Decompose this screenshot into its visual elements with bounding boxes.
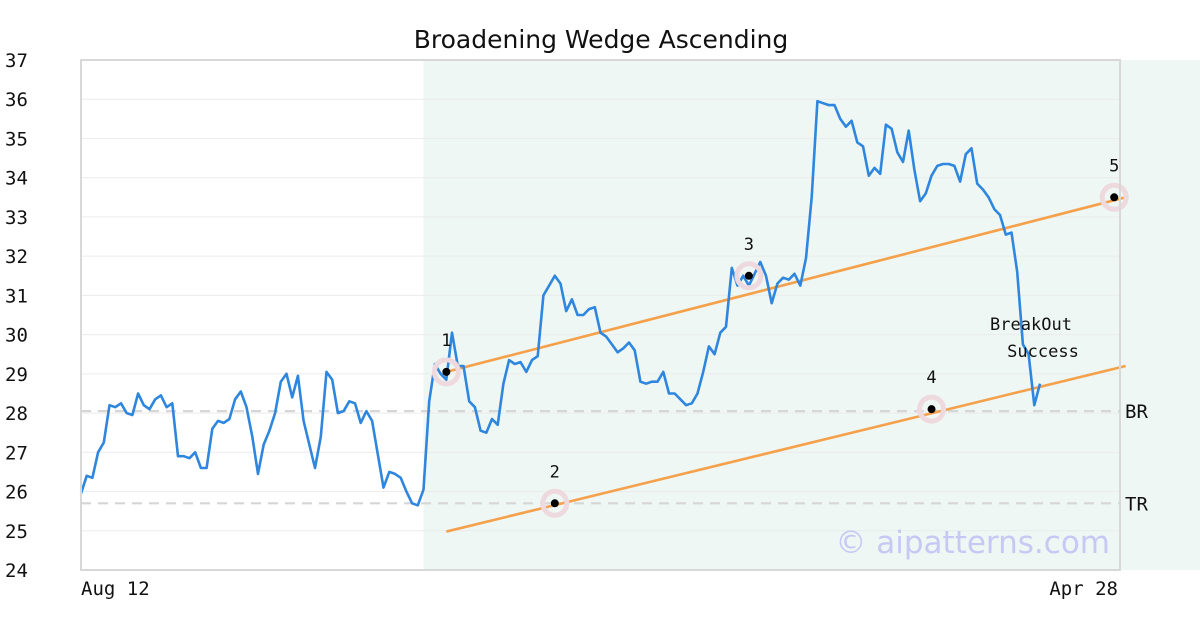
x-tick-label: Aug 12 <box>81 578 150 600</box>
y-tick-label: 26 <box>5 482 28 504</box>
point-label: 4 <box>926 368 936 388</box>
plot-frame <box>80 59 1121 571</box>
level-label: TR <box>1125 493 1148 515</box>
pattern-point <box>927 405 936 414</box>
price-line <box>79 99 1042 507</box>
pattern-point <box>550 499 559 508</box>
point-halo <box>1099 182 1129 212</box>
pattern-range-shading <box>423 60 1200 570</box>
trendline <box>446 364 1126 533</box>
trendline <box>446 196 1126 374</box>
x-axis: Aug 12 Apr 28 <box>81 578 1118 600</box>
pattern-point <box>442 367 451 376</box>
pattern-point <box>1110 193 1119 202</box>
chart-title: Broadening Wedge Ascending <box>414 25 789 54</box>
pattern-point <box>744 271 753 280</box>
point-label: 1 <box>441 331 451 351</box>
level-label: BR <box>1125 401 1148 423</box>
point-label: 2 <box>550 462 560 482</box>
trendlines <box>446 196 1126 533</box>
success-label: Success <box>1007 342 1079 362</box>
y-tick-label: 34 <box>5 168 28 190</box>
y-tick-label: 30 <box>5 325 28 347</box>
y-tick-label: 35 <box>5 128 28 150</box>
point-label: 5 <box>1109 156 1119 176</box>
level-lines: BR TR <box>81 401 1148 515</box>
y-tick-label: 32 <box>5 246 28 268</box>
watermark: © aipatterns.com <box>835 525 1110 561</box>
y-tick-label: 27 <box>5 442 28 464</box>
x-tick-label: Apr 28 <box>1049 578 1118 600</box>
y-tick-label: 29 <box>5 364 28 386</box>
y-tick-label: 25 <box>5 521 28 543</box>
y-tick-label: 31 <box>5 285 28 307</box>
pattern-points: 1 2 3 4 5 <box>431 156 1129 518</box>
breakout-label: BreakOut <box>990 315 1072 335</box>
y-tick-label: 33 <box>5 207 28 229</box>
point-halo <box>540 488 570 518</box>
y-tick-label: 36 <box>5 89 28 111</box>
point-label: 3 <box>744 235 754 255</box>
point-halo <box>431 357 461 387</box>
y-tick-label: 28 <box>5 403 28 425</box>
y-tick-label: 37 <box>5 50 28 72</box>
point-halo <box>734 261 764 291</box>
point-halo <box>917 394 947 424</box>
y-tick-label: 24 <box>5 560 28 582</box>
y-axis: 24 25 26 27 28 29 30 31 32 33 34 35 36 37 <box>5 50 28 582</box>
